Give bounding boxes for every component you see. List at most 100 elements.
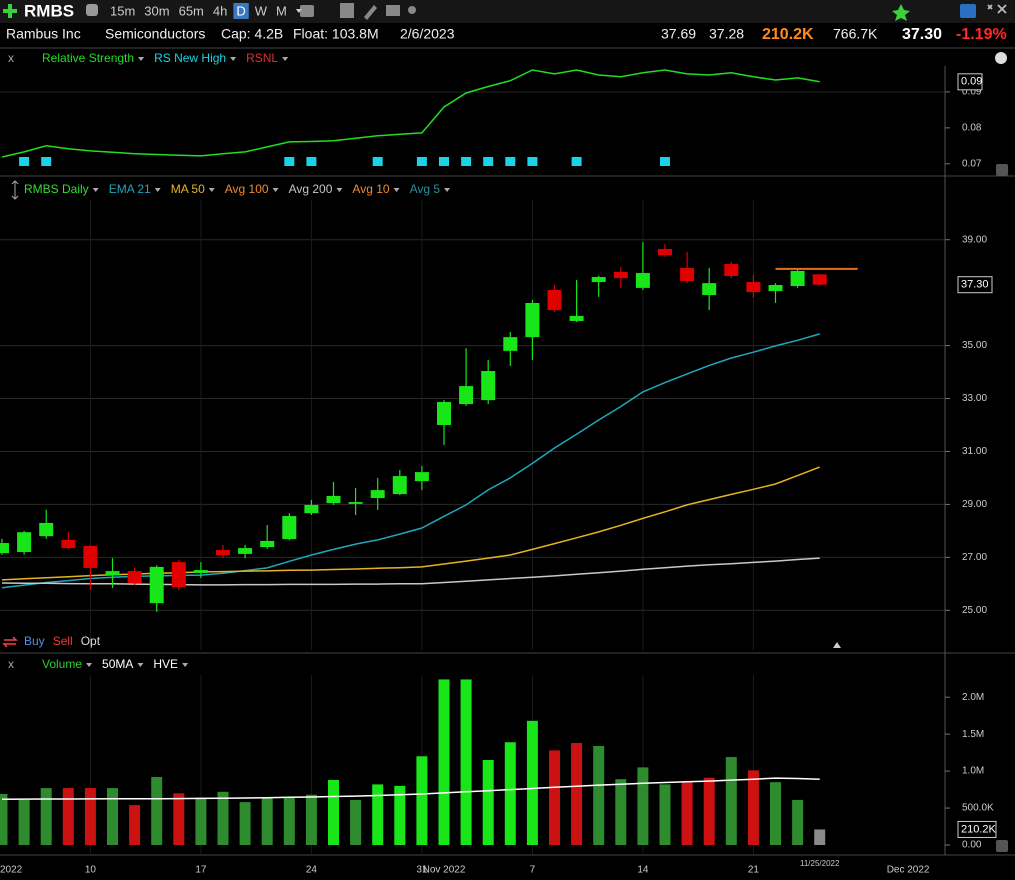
volume-bar <box>703 777 715 845</box>
volume-bar <box>0 794 8 845</box>
legend-item[interactable]: EMA 21 <box>109 182 151 196</box>
settings-icon[interactable] <box>995 52 1007 64</box>
rs-new-high-marker <box>306 157 317 166</box>
timeframe[interactable]: D <box>236 3 245 18</box>
legend-item[interactable]: Avg 100 <box>225 182 269 196</box>
icon[interactable] <box>364 5 377 20</box>
x-tick-label: 14 <box>637 865 649 876</box>
timeframe[interactable]: 30m <box>144 3 169 18</box>
timeframe[interactable]: W <box>255 3 268 18</box>
candle-body <box>658 248 672 256</box>
dropdown-arrow[interactable] <box>137 663 144 667</box>
candle-body <box>702 283 717 296</box>
x-tick-label: 2022 <box>0 865 23 876</box>
trade-button[interactable]: Sell <box>53 634 73 648</box>
timeframe[interactable]: 65m <box>179 3 204 18</box>
dropdown-arrow[interactable] <box>336 188 343 192</box>
icon[interactable] <box>996 840 1008 852</box>
icon[interactable] <box>386 5 400 16</box>
legend-item[interactable]: MA 50 <box>171 182 205 196</box>
y-tick-label: 0.08 <box>962 122 982 133</box>
y-tick-label: 2.0M <box>962 692 984 703</box>
candle-body <box>503 337 518 351</box>
dropdown-arrow[interactable] <box>92 188 99 192</box>
volume-bar <box>261 797 273 845</box>
rs-new-high-marker <box>372 157 383 166</box>
icon[interactable] <box>86 4 98 16</box>
volume-bar <box>195 797 207 845</box>
candle-body <box>414 472 429 482</box>
timeframe[interactable]: M <box>276 3 287 18</box>
add-icon[interactable] <box>3 4 17 18</box>
volume-bar <box>615 779 627 845</box>
candle-body <box>127 571 142 584</box>
trade-button[interactable]: Opt <box>81 634 101 648</box>
y-tick-label: 0.07 <box>962 158 982 169</box>
scroll-marker <box>833 642 841 648</box>
close-panel[interactable]: x <box>8 51 14 65</box>
candle-body <box>635 273 650 288</box>
dropdown-arrow[interactable] <box>182 663 189 667</box>
candle-body <box>171 562 186 587</box>
dropdown-arrow[interactable] <box>154 188 161 192</box>
legend-item[interactable]: 50MA <box>102 657 133 671</box>
dropdown-arrow[interactable] <box>208 188 215 192</box>
toolbar <box>0 0 1015 23</box>
volume-bar <box>659 784 671 845</box>
stat: 37.28 <box>709 26 744 42</box>
candle-body <box>0 543 9 554</box>
legend-item[interactable]: RMBS Daily <box>24 182 89 196</box>
trade-button[interactable]: Buy <box>24 634 45 648</box>
y-tick-label: 35.00 <box>962 340 987 351</box>
icon[interactable] <box>340 3 354 18</box>
candle-body <box>238 548 253 554</box>
legend-item[interactable]: Relative Strength <box>42 51 134 65</box>
rs-new-high-marker <box>19 157 30 166</box>
last-price: 37.30 <box>902 26 942 43</box>
legend-item[interactable]: RS New High <box>154 51 226 65</box>
candle-body <box>746 282 761 293</box>
dropdown-arrow[interactable] <box>272 188 279 192</box>
x-tick-label: 11/25/2022 <box>800 859 840 868</box>
candle-body <box>525 302 540 338</box>
legend-item[interactable]: Avg 200 <box>289 182 333 196</box>
dropdown-arrow[interactable] <box>230 57 237 61</box>
close-panel[interactable]: x <box>8 657 14 671</box>
timeframe[interactable]: 15m <box>110 3 135 18</box>
volume-bar <box>460 679 472 845</box>
legend-item[interactable]: Volume <box>42 657 82 671</box>
close-icon[interactable] <box>987 4 1007 14</box>
volume-bar <box>747 770 759 845</box>
timeframe[interactable]: 4h <box>213 3 227 18</box>
dropdown-arrow[interactable] <box>282 57 289 61</box>
dropdown-arrow[interactable] <box>393 188 400 192</box>
volume-bar <box>84 788 96 845</box>
icon[interactable] <box>996 164 1008 176</box>
volume-bar <box>350 799 362 845</box>
dropdown-arrow[interactable] <box>295 9 302 13</box>
volume-bar <box>549 750 560 845</box>
legend-item[interactable]: Avg 5 <box>410 182 441 196</box>
candle-body <box>282 516 297 540</box>
dropdown-arrow[interactable] <box>444 188 451 192</box>
candle-body <box>105 571 120 576</box>
volume-bar <box>372 784 384 845</box>
stat: 766.7K <box>833 26 878 42</box>
y-tick-label: 31.00 <box>962 446 987 457</box>
star-icon[interactable] <box>892 4 910 21</box>
dropdown-arrow[interactable] <box>138 57 145 61</box>
volume-bar <box>62 788 74 845</box>
y-tick-label: 25.00 <box>962 605 987 616</box>
icon[interactable] <box>960 4 976 18</box>
legend-item[interactable]: RSNL <box>246 51 278 65</box>
legend-item[interactable]: Avg 10 <box>352 182 389 196</box>
volume-bar <box>239 802 251 845</box>
icon[interactable] <box>408 6 416 14</box>
x-tick-label: Nov 2022 <box>423 865 466 876</box>
legend-item[interactable]: HVE <box>153 657 178 671</box>
rs-new-high-marker <box>461 157 472 166</box>
x-tick-label: 7 <box>530 865 536 876</box>
volume-bar <box>681 782 693 845</box>
dropdown-arrow[interactable] <box>86 663 93 667</box>
icon[interactable] <box>300 5 314 17</box>
